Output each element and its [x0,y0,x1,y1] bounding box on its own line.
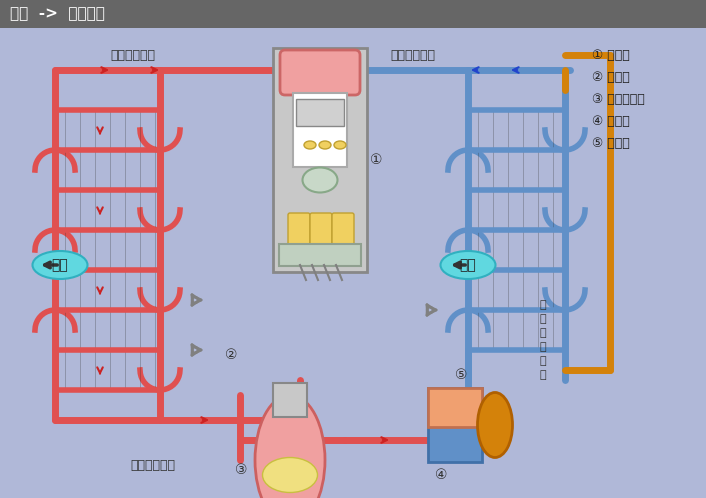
Text: ① 压缩机: ① 压缩机 [592,48,630,61]
Ellipse shape [441,251,496,279]
Text: ⑤: ⑤ [455,368,467,382]
FancyBboxPatch shape [296,99,344,126]
FancyBboxPatch shape [279,244,361,266]
Ellipse shape [32,251,88,279]
Ellipse shape [304,141,316,149]
Text: 低
温
低
压
液
态: 低 温 低 压 液 态 [540,300,546,380]
FancyBboxPatch shape [428,388,482,462]
FancyBboxPatch shape [293,93,347,167]
Text: ④ 膨胀阀: ④ 膨胀阀 [592,115,630,127]
Text: 吸热: 吸热 [460,258,477,272]
FancyBboxPatch shape [310,213,332,247]
FancyBboxPatch shape [428,388,482,427]
Text: 原理  ->  制冷原理: 原理 -> 制冷原理 [10,6,105,21]
Text: ② 冷凝器: ② 冷凝器 [592,71,630,84]
FancyBboxPatch shape [332,213,354,247]
Text: 中温高压液态: 中温高压液态 [130,459,175,472]
Text: ⑤ 蕲发器: ⑤ 蕲发器 [592,136,630,149]
Ellipse shape [319,141,331,149]
FancyBboxPatch shape [273,383,307,417]
FancyBboxPatch shape [0,0,706,28]
Text: ①: ① [370,153,383,167]
Ellipse shape [302,167,337,193]
Text: ②: ② [225,348,237,362]
Ellipse shape [334,141,346,149]
Text: ③: ③ [235,463,248,477]
Ellipse shape [255,395,325,498]
Text: 散热: 散热 [52,258,68,272]
Text: 高温高压气态: 高温高压气态 [110,48,155,61]
Ellipse shape [477,392,513,458]
Text: ④: ④ [435,468,448,482]
Text: ③ 储液干燥器: ③ 储液干燥器 [592,93,645,106]
Text: 低温低压气态: 低温低压气态 [390,48,435,61]
FancyBboxPatch shape [288,213,310,247]
Ellipse shape [263,458,318,493]
FancyBboxPatch shape [280,50,360,95]
FancyBboxPatch shape [273,48,367,272]
